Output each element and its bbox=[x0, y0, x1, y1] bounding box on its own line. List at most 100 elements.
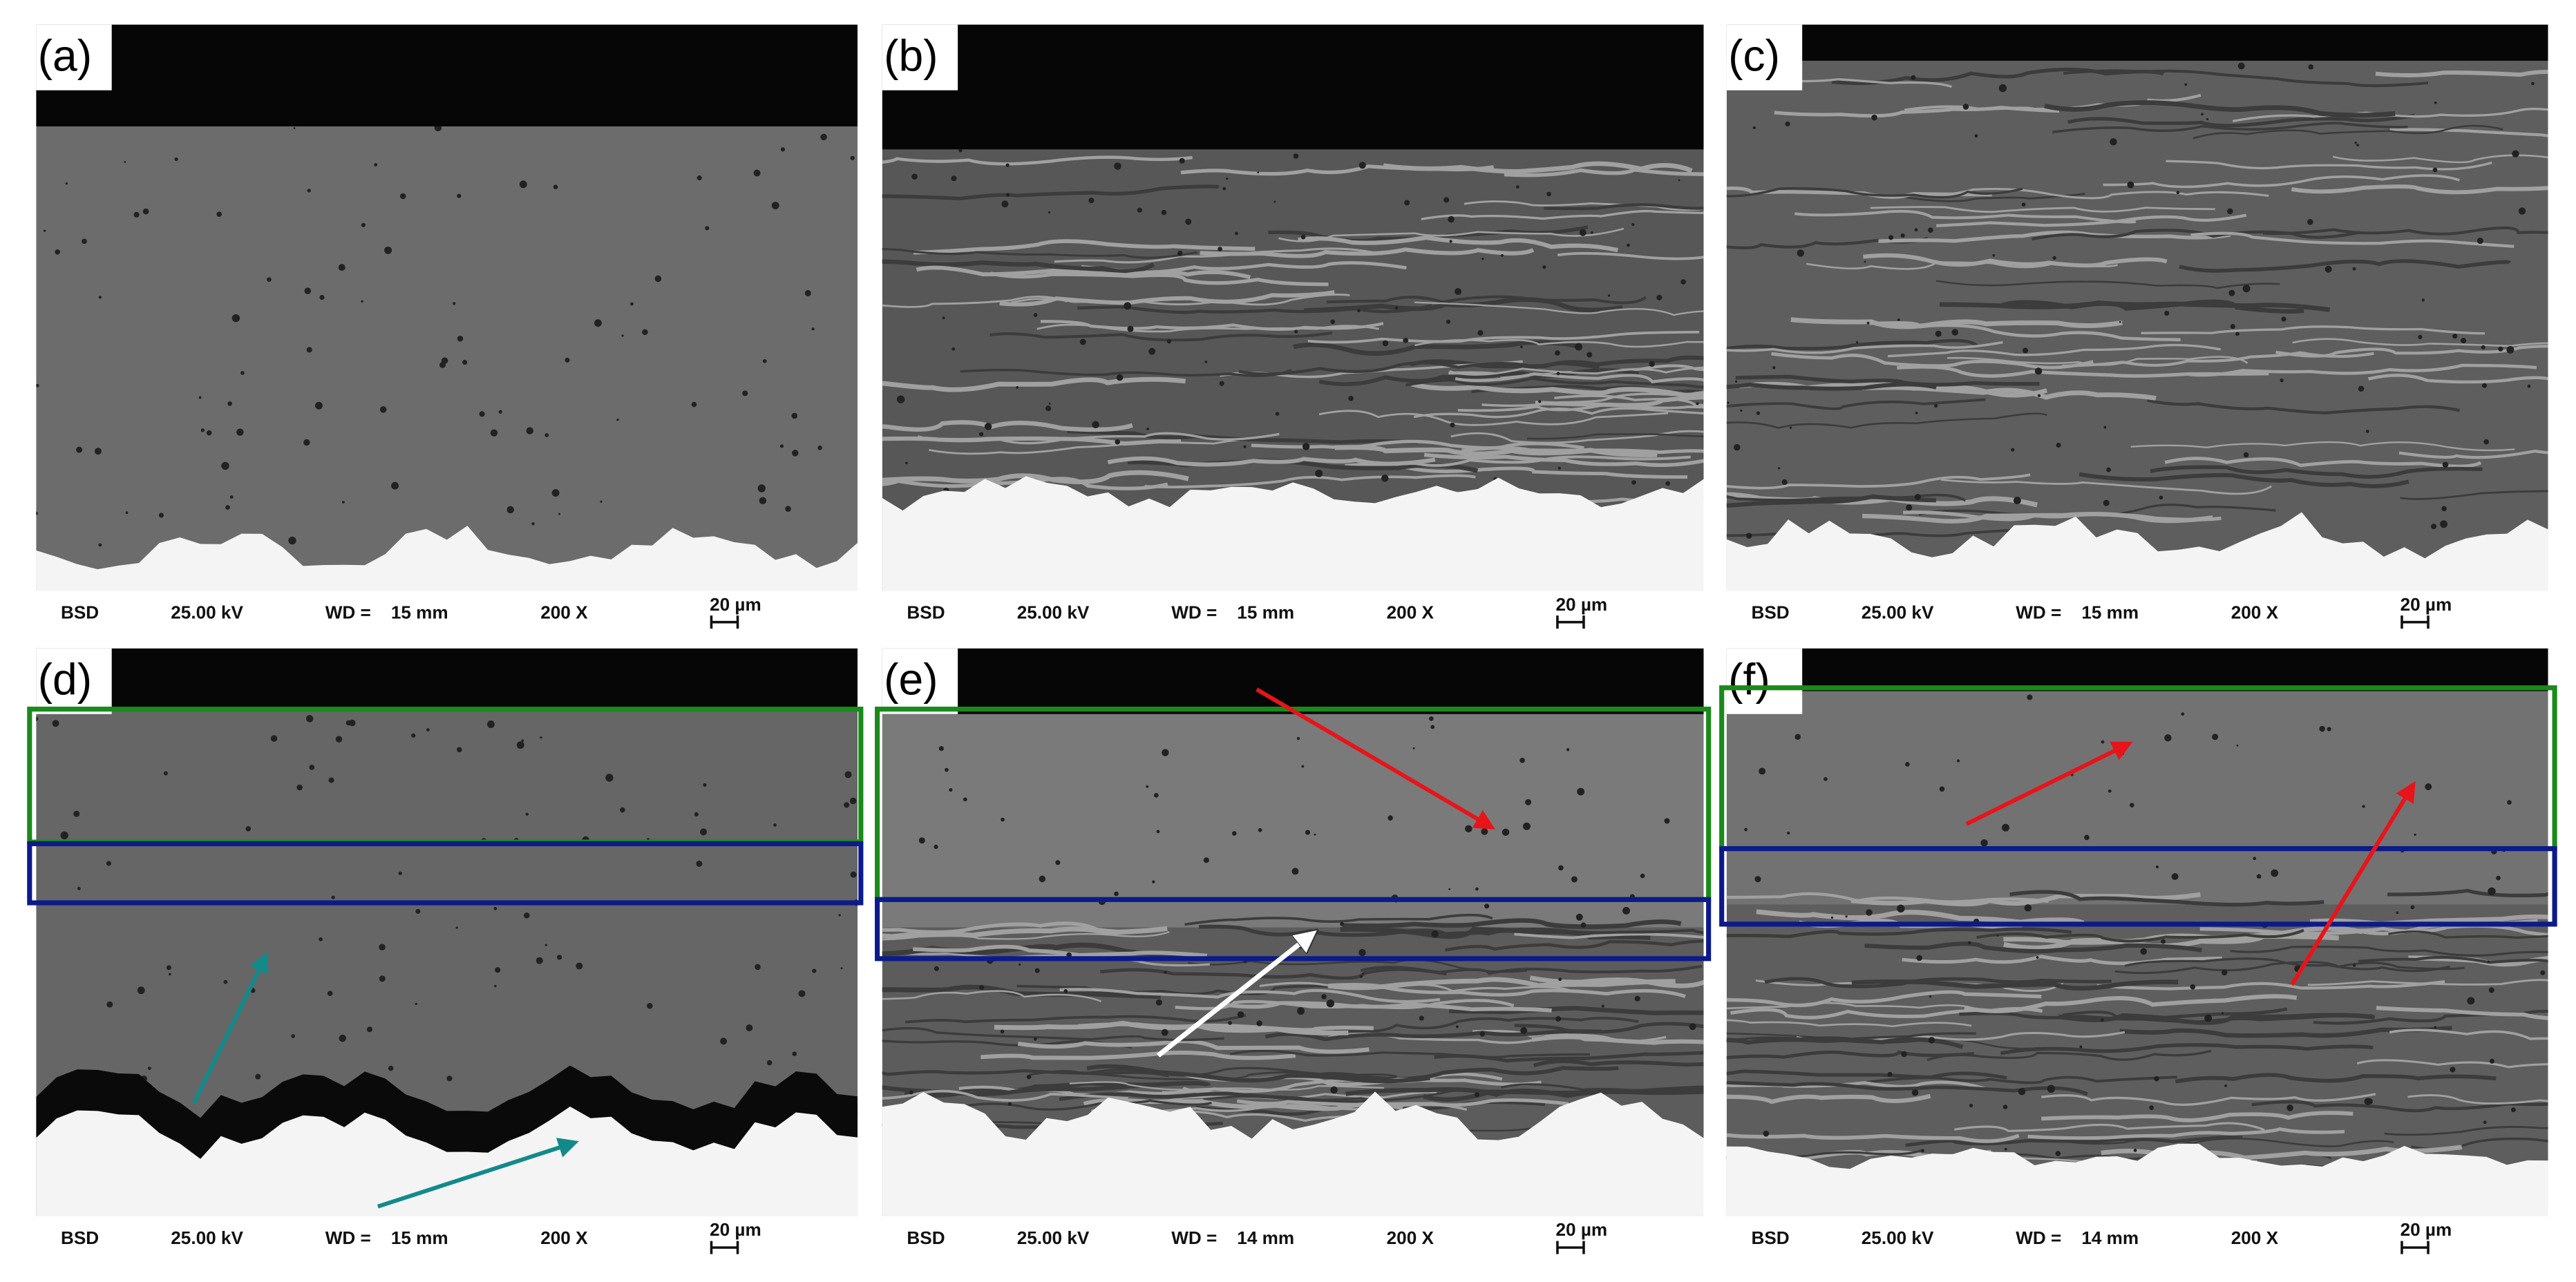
micrograph bbox=[882, 24, 1704, 591]
pore bbox=[1525, 798, 1532, 805]
lamella bbox=[1533, 1059, 1704, 1068]
pore bbox=[1455, 288, 1462, 296]
pore bbox=[2364, 1098, 2371, 1105]
pore bbox=[1166, 339, 1171, 344]
pore bbox=[949, 787, 953, 792]
pore bbox=[1388, 815, 1393, 821]
micrograph bbox=[1726, 24, 2548, 591]
lamella bbox=[1405, 376, 1704, 389]
micrograph bbox=[36, 648, 858, 1216]
working-distance: 15 mm bbox=[2081, 602, 2139, 623]
pore bbox=[2461, 338, 2467, 344]
pore bbox=[1474, 1092, 1479, 1098]
pore bbox=[544, 433, 549, 437]
pore bbox=[457, 193, 462, 198]
pore bbox=[206, 430, 212, 436]
pore bbox=[1516, 185, 1519, 189]
wd-label: WD = bbox=[1171, 602, 1217, 623]
lamella bbox=[882, 420, 1133, 432]
lamella bbox=[2230, 946, 2548, 957]
pore bbox=[2452, 334, 2458, 339]
top-coat bbox=[1726, 691, 2548, 905]
lamella bbox=[2058, 1013, 2376, 1025]
scale-label: 20 µm bbox=[1556, 1219, 1608, 1240]
detector: BSD bbox=[61, 602, 99, 623]
pore bbox=[439, 361, 446, 368]
pore bbox=[309, 765, 315, 770]
mount-resin bbox=[36, 648, 858, 711]
pore bbox=[1300, 234, 1306, 240]
pore bbox=[1006, 193, 1010, 197]
lamella bbox=[1036, 323, 1379, 333]
pore bbox=[536, 957, 543, 964]
working-distance: 15 mm bbox=[1237, 602, 1294, 623]
pore bbox=[544, 944, 547, 946]
pore bbox=[1016, 385, 1019, 389]
pore bbox=[494, 984, 497, 988]
pore bbox=[2440, 520, 2448, 528]
lamella bbox=[1307, 330, 1700, 344]
lamella bbox=[1016, 984, 1345, 995]
pore bbox=[1358, 948, 1366, 957]
panel-label: (a) bbox=[38, 31, 92, 81]
lamella bbox=[2067, 113, 2415, 128]
pore bbox=[1777, 467, 1781, 470]
pore bbox=[236, 428, 244, 436]
magnification: 200 X bbox=[540, 602, 588, 623]
pore bbox=[647, 1003, 653, 1009]
pore bbox=[1484, 903, 1490, 909]
pore bbox=[1590, 231, 1593, 234]
lamella bbox=[1887, 343, 2222, 358]
pore bbox=[2176, 191, 2180, 195]
lamella bbox=[1238, 361, 1600, 376]
scale-label: 20 µm bbox=[710, 1219, 761, 1240]
scale-label: 20 µm bbox=[2400, 1219, 2452, 1240]
lamella bbox=[913, 944, 1208, 958]
pore bbox=[945, 767, 949, 772]
pore bbox=[1258, 827, 1262, 832]
pore bbox=[2047, 1084, 2056, 1093]
lamella bbox=[1936, 213, 2247, 227]
pore bbox=[2004, 1147, 2007, 1151]
pore bbox=[1161, 1029, 1168, 1036]
pore bbox=[1185, 218, 1192, 225]
pore bbox=[2103, 499, 2110, 506]
pore bbox=[2206, 117, 2209, 121]
pore bbox=[1019, 963, 1021, 966]
lamella bbox=[1059, 988, 1441, 1004]
pore bbox=[2410, 905, 2415, 910]
label-box bbox=[1726, 648, 1803, 714]
lamella bbox=[1318, 368, 1639, 387]
pore bbox=[556, 955, 562, 960]
pore bbox=[240, 371, 245, 375]
pore bbox=[779, 444, 784, 448]
pore bbox=[2133, 1149, 2137, 1152]
pore bbox=[1519, 757, 1525, 763]
pore bbox=[742, 390, 748, 396]
pore bbox=[918, 837, 925, 844]
lamella bbox=[1726, 341, 2003, 354]
pore bbox=[44, 229, 46, 232]
pore bbox=[1935, 330, 1942, 337]
label-box bbox=[882, 24, 958, 90]
pore bbox=[2431, 524, 2437, 530]
pore bbox=[315, 401, 323, 410]
lamella bbox=[2375, 70, 2548, 77]
pore bbox=[1939, 786, 1945, 792]
pore bbox=[746, 1024, 753, 1032]
pore bbox=[106, 861, 111, 866]
lamella bbox=[2407, 1094, 2548, 1104]
pore bbox=[565, 357, 570, 363]
pore bbox=[1772, 366, 1776, 370]
pore bbox=[909, 1090, 913, 1095]
pore bbox=[691, 401, 697, 408]
pore bbox=[2487, 960, 2490, 963]
pore bbox=[1656, 294, 1663, 300]
pore bbox=[1162, 749, 1169, 756]
pore bbox=[521, 739, 524, 743]
pore bbox=[1357, 309, 1361, 313]
substrate bbox=[36, 526, 858, 591]
pore bbox=[1744, 827, 1748, 832]
pore bbox=[2204, 1014, 2213, 1022]
lamella bbox=[882, 1069, 1169, 1078]
